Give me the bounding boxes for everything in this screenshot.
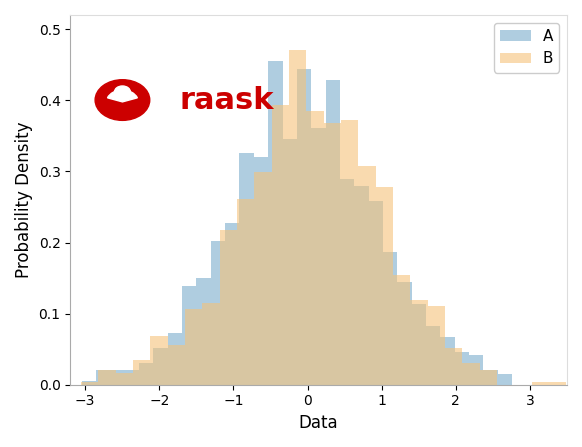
Bar — [289, 50, 306, 385]
Bar — [150, 336, 168, 385]
X-axis label: Data: Data — [299, 414, 339, 432]
Bar — [254, 172, 272, 385]
Bar — [268, 61, 282, 385]
Bar — [211, 241, 225, 385]
Bar — [462, 363, 480, 385]
Bar — [383, 253, 398, 385]
Bar — [441, 337, 455, 385]
Bar — [325, 80, 340, 385]
Bar — [376, 187, 393, 385]
Bar — [197, 278, 211, 385]
Bar — [185, 309, 203, 385]
Bar — [469, 355, 484, 385]
Bar — [410, 299, 428, 385]
Bar — [354, 186, 368, 385]
Bar — [168, 333, 182, 385]
Wedge shape — [108, 90, 137, 102]
Bar — [306, 111, 324, 385]
Bar — [411, 304, 426, 385]
Bar — [168, 345, 185, 385]
Bar — [549, 382, 566, 385]
Bar — [220, 230, 237, 385]
Bar — [368, 201, 383, 385]
Legend: A, B: A, B — [494, 23, 559, 72]
Bar — [81, 381, 96, 385]
Bar — [81, 382, 98, 385]
Bar — [203, 303, 220, 385]
Bar — [498, 374, 512, 385]
Bar — [480, 370, 497, 385]
Bar — [133, 360, 150, 385]
Bar — [111, 370, 125, 385]
Bar — [139, 363, 154, 385]
Bar — [98, 370, 116, 385]
Text: raask: raask — [180, 85, 274, 114]
Bar — [359, 166, 376, 385]
Bar — [455, 352, 469, 385]
Bar — [532, 382, 549, 385]
Bar — [297, 69, 311, 385]
Bar — [341, 120, 359, 385]
Bar — [426, 326, 441, 385]
Bar — [272, 105, 289, 385]
Bar — [484, 370, 498, 385]
Bar — [254, 157, 268, 385]
Bar — [116, 372, 133, 385]
Bar — [240, 153, 254, 385]
Bar — [182, 286, 197, 385]
Bar — [311, 127, 325, 385]
Bar — [398, 282, 411, 385]
Bar — [324, 123, 341, 385]
Bar — [340, 179, 354, 385]
Bar — [393, 275, 410, 385]
Bar — [96, 370, 111, 385]
Bar — [225, 223, 240, 385]
Circle shape — [95, 80, 150, 120]
Bar — [125, 370, 139, 385]
Circle shape — [115, 86, 130, 98]
Y-axis label: Probability Density: Probability Density — [15, 122, 33, 278]
Bar — [428, 306, 445, 385]
Bar — [445, 348, 462, 385]
Bar — [237, 199, 254, 385]
Bar — [282, 139, 297, 385]
Bar — [154, 348, 168, 385]
